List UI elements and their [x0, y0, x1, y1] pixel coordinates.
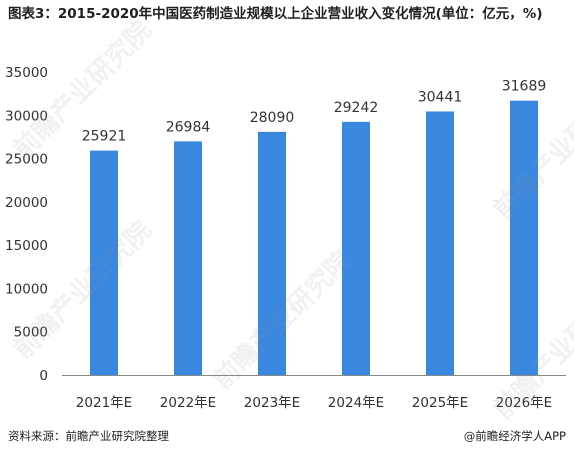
y-tick-label: 0 — [39, 368, 48, 384]
data-label: 31689 — [502, 79, 547, 95]
data-label: 28090 — [250, 110, 295, 126]
bar — [90, 150, 118, 375]
bar — [258, 131, 286, 375]
data-label: 25921 — [82, 129, 127, 145]
x-tick-label: 2022年E — [160, 395, 216, 411]
x-tick-label: 2025年E — [412, 395, 468, 411]
brand-label: @前瞻经济学人APP — [463, 429, 566, 443]
y-tick-label: 20000 — [5, 195, 48, 211]
x-tick-label: 2026年E — [496, 395, 552, 411]
y-tick-label: 25000 — [5, 152, 48, 168]
bar-series: 25921 26984 28090 29242 30441 31689 — [82, 79, 547, 376]
y-tick-label: 10000 — [5, 281, 48, 297]
y-tick-label: 35000 — [5, 65, 48, 81]
y-tick-label: 30000 — [5, 108, 48, 124]
data-label: 29242 — [334, 100, 379, 116]
footer: 资料来源：前瞻产业研究院整理 @前瞻经济学人APP — [8, 428, 566, 446]
data-label: 30441 — [418, 89, 463, 105]
bar — [342, 121, 370, 375]
y-tick-label: 5000 — [14, 325, 48, 341]
x-axis: 2021年E 2022年E 2023年E 2024年E 2025年E 2026年E — [62, 375, 566, 411]
source-note: 资料来源：前瞻产业研究院整理 — [8, 429, 169, 443]
y-axis: 0 5000 10000 15000 20000 25000 30000 35000 — [5, 65, 48, 384]
y-tick-label: 15000 — [5, 238, 48, 254]
chart-title: 图表3：2015-2020年中国医药制造业规模以上企业营业收入变化情况(单位：亿… — [8, 6, 543, 22]
bar — [510, 100, 538, 375]
data-label: 26984 — [166, 119, 211, 135]
x-tick-label: 2021年E — [76, 395, 132, 411]
x-tick-label: 2023年E — [244, 395, 300, 411]
bar — [426, 111, 454, 376]
bar — [174, 141, 202, 375]
x-tick-label: 2024年E — [328, 395, 384, 411]
